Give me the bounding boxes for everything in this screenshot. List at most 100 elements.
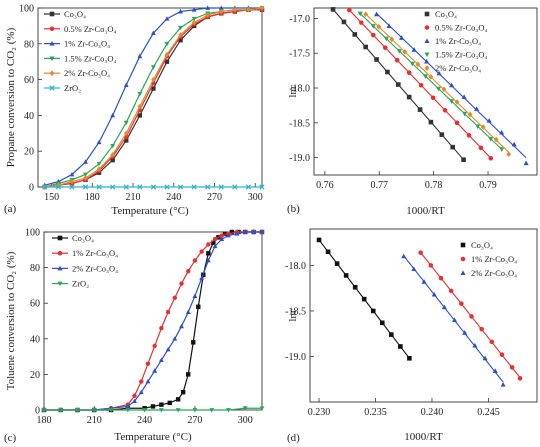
data-point <box>123 130 129 137</box>
series-line <box>44 231 262 411</box>
y-tick-label: -18.5 <box>285 306 306 317</box>
data-point <box>438 275 444 281</box>
y-tick-label: 20 <box>30 370 40 381</box>
x-tick-label: 210 <box>87 415 102 426</box>
y-axis-label: lnr <box>287 309 299 322</box>
data-point <box>91 408 97 413</box>
data-point <box>132 393 137 398</box>
data-point <box>96 184 102 190</box>
data-point <box>452 317 458 323</box>
y-tick-label: 80 <box>30 263 40 274</box>
y-tick-label: -19.0 <box>289 153 310 164</box>
data-point <box>396 49 402 54</box>
data-point <box>511 141 517 147</box>
data-point <box>442 107 448 113</box>
data-point <box>428 263 434 268</box>
y-tick-label: 0 <box>29 183 34 194</box>
data-point <box>142 408 148 413</box>
data-point <box>493 136 499 143</box>
data-point <box>167 400 172 406</box>
series-4 <box>363 11 512 157</box>
data-point <box>386 23 392 29</box>
data-point <box>178 25 183 31</box>
data-point <box>206 242 211 247</box>
legend-label: 1% Zr-Co₃O₄ <box>471 254 517 264</box>
data-point <box>110 157 115 163</box>
data-point <box>150 184 157 190</box>
x-tick-label: 0.78 <box>425 180 443 191</box>
legend: Co₃O₄ 1% Zr-Co₃O₄ 2% Zr-Co₃O₄ <box>460 240 517 278</box>
y-tick-label: 100 <box>19 4 34 15</box>
x-tick-label: 180 <box>37 415 52 426</box>
legend-marker <box>49 70 55 77</box>
data-point <box>232 184 238 190</box>
data-point <box>394 57 400 63</box>
data-point <box>151 76 156 83</box>
plot-frame <box>313 7 538 176</box>
fit-line <box>359 13 503 150</box>
data-point <box>430 95 436 101</box>
plot-frame <box>37 7 263 188</box>
panel-letter: (c) <box>4 432 17 444</box>
data-point <box>110 143 116 149</box>
data-point <box>164 184 170 190</box>
x-tick-label: 0.245 <box>477 407 500 418</box>
series-3 <box>41 406 265 413</box>
data-point <box>480 124 486 130</box>
legend-marker <box>460 270 466 275</box>
x-tick-label: 210 <box>126 192 141 203</box>
fit-line <box>403 255 504 383</box>
x-tick-label: 180 <box>85 192 100 203</box>
data-point <box>422 74 429 79</box>
data-point <box>110 152 115 158</box>
data-point <box>482 355 488 361</box>
data-point <box>418 82 424 88</box>
legend-marker <box>424 38 430 43</box>
y-tick-label: 40 <box>30 334 40 345</box>
data-point <box>96 166 102 172</box>
data-point <box>370 32 376 38</box>
data-point <box>205 12 211 18</box>
x-tick-label: 0.76 <box>316 180 334 191</box>
data-point <box>132 398 137 403</box>
data-point <box>389 332 394 337</box>
data-point <box>139 379 144 384</box>
data-point <box>461 157 466 162</box>
data-point <box>229 229 235 235</box>
data-point <box>108 408 114 413</box>
x-tick-label: 150 <box>44 192 59 203</box>
data-point <box>454 120 460 126</box>
data-point <box>492 368 498 373</box>
data-point <box>450 144 455 150</box>
legend: Co₃O₄ 0.5% Zr-Co₃O₄ 1% Zr-Co₃O₄ 1.5% Zr-Co₃… <box>44 9 117 93</box>
data-point <box>424 58 430 64</box>
data-point <box>138 389 144 395</box>
data-point <box>469 314 474 319</box>
data-point <box>251 229 257 234</box>
data-point <box>448 288 454 294</box>
panel-letter: (b) <box>287 203 300 215</box>
data-point <box>363 44 368 50</box>
data-point <box>347 7 352 13</box>
data-point <box>178 38 183 43</box>
data-point <box>110 112 116 118</box>
data-point <box>83 172 88 177</box>
data-point <box>196 304 201 309</box>
data-point <box>205 5 211 10</box>
x-tick-label: 0.240 <box>421 407 444 418</box>
data-point <box>124 138 129 143</box>
x-axis-label: 1000/RT <box>406 205 445 217</box>
data-point <box>191 19 197 26</box>
data-point <box>58 408 64 413</box>
data-point <box>96 139 102 145</box>
legend-marker <box>57 265 63 271</box>
data-point <box>185 309 191 314</box>
series-5 <box>42 184 265 190</box>
data-point <box>206 251 211 256</box>
data-point <box>123 120 129 126</box>
legend-marker <box>57 235 63 241</box>
data-point <box>83 159 88 164</box>
data-point <box>172 295 177 301</box>
data-point <box>56 182 61 188</box>
data-point <box>352 32 358 37</box>
